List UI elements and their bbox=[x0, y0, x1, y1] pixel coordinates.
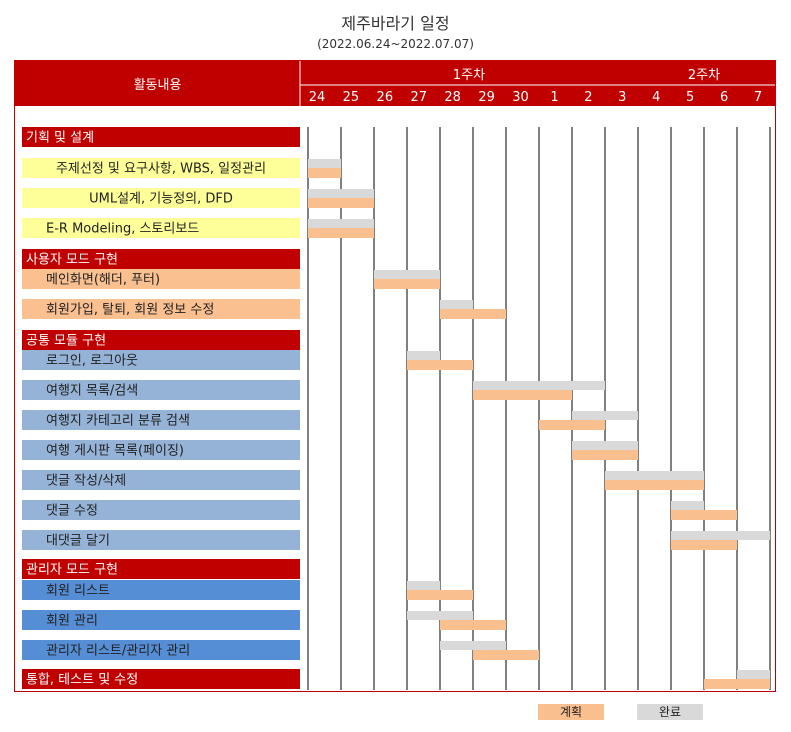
task-label: 회원가입, 탈퇴, 회원 정보 수정 bbox=[46, 303, 214, 318]
task-label: 메인화면(해더, 푸터) bbox=[46, 273, 160, 288]
day-label: 29 bbox=[478, 90, 495, 105]
task-label-bar bbox=[22, 299, 300, 319]
day-label: 1 bbox=[550, 90, 558, 105]
plan-bar bbox=[308, 168, 341, 178]
task-label: 대댓글 달기 bbox=[46, 534, 110, 549]
header-label: 활동내용 bbox=[134, 78, 182, 93]
task-label: UML설계, 기능정의, DFD bbox=[89, 192, 233, 207]
category-label: 관리자 모드 구현 bbox=[26, 563, 118, 578]
category-bar bbox=[22, 559, 300, 579]
task-label: 여행 게시판 목록(페이징) bbox=[46, 443, 184, 459]
done-bar bbox=[374, 270, 440, 279]
day-label: 3 bbox=[618, 90, 626, 105]
day-label: 2 bbox=[584, 90, 592, 105]
plan-bar bbox=[671, 510, 737, 520]
day-label: 24 bbox=[309, 90, 326, 105]
done-bar bbox=[671, 501, 704, 510]
done-bar bbox=[308, 159, 341, 168]
chart-title: 제주바라기 일정 bbox=[341, 14, 450, 33]
task-label: 회원 리스트 bbox=[46, 584, 110, 599]
legend-done: 완료 bbox=[637, 704, 703, 720]
plan-bar bbox=[440, 309, 506, 319]
task-label-bar bbox=[22, 380, 300, 400]
task-label: 댓글 수정 bbox=[46, 504, 98, 519]
day-label: 7 bbox=[754, 90, 762, 105]
category-bar bbox=[22, 669, 300, 689]
task-label-bar bbox=[22, 410, 300, 430]
task-label: 댓글 작성/삭제 bbox=[46, 474, 126, 489]
gantt-chart: 활동내용 1주차 2주차 24 25 26 27 28 29 30 1 2 3 4 5 6 7 기획 및 설계주제… bbox=[15, 61, 775, 690]
done-bar bbox=[407, 351, 440, 360]
done-bar bbox=[308, 189, 374, 198]
plan-bar bbox=[473, 390, 572, 400]
category-label: 통합, 테스트 및 수정 bbox=[26, 673, 138, 688]
plan-bar bbox=[407, 360, 473, 370]
done-bar bbox=[671, 531, 770, 540]
task-label: 여행지 목록/검색 bbox=[46, 383, 138, 399]
category-label: 공통 모듈 구현 bbox=[26, 334, 106, 349]
task-label-bar bbox=[22, 640, 300, 660]
task-label: 주제선정 및 요구사항, WBS, 일정관리 bbox=[56, 162, 266, 177]
task-label-bar bbox=[22, 269, 300, 289]
day-label: 28 bbox=[444, 90, 461, 105]
chart-subtitle: (2022.06.24~2022.07.07) bbox=[317, 37, 474, 51]
task-label-bar bbox=[22, 440, 300, 460]
plan-bar bbox=[605, 480, 704, 490]
done-bar bbox=[440, 641, 506, 650]
done-bar bbox=[605, 471, 704, 480]
day-label: 5 bbox=[686, 90, 694, 105]
day-label: 27 bbox=[410, 90, 427, 105]
task-label-bar bbox=[22, 188, 300, 208]
category-bar bbox=[22, 249, 300, 269]
task-label: 관리자 리스트/관리자 관리 bbox=[46, 644, 190, 659]
task-label-bar bbox=[22, 610, 300, 630]
category-bar bbox=[22, 127, 300, 147]
task-label-bar bbox=[22, 158, 300, 178]
day-label: 6 bbox=[720, 90, 728, 105]
week-label: 2주차 bbox=[688, 68, 720, 83]
week-label: 1주차 bbox=[453, 68, 485, 83]
task-label-bar bbox=[22, 218, 300, 238]
plan-bar bbox=[308, 228, 374, 238]
done-bar bbox=[407, 611, 473, 620]
done-bar bbox=[440, 300, 473, 309]
plan-bar bbox=[572, 450, 638, 460]
done-bar bbox=[572, 441, 638, 450]
plan-bar bbox=[407, 590, 473, 600]
day-label: 4 bbox=[652, 90, 660, 105]
category-label: 사용자 모드 구현 bbox=[26, 253, 118, 268]
done-bar bbox=[473, 381, 605, 390]
task-label-bar bbox=[22, 500, 300, 520]
day-label: 30 bbox=[512, 90, 529, 105]
header-bar bbox=[15, 61, 775, 106]
plan-bar bbox=[539, 420, 605, 430]
day-label: 26 bbox=[377, 90, 394, 105]
task-label-bar bbox=[22, 350, 300, 370]
task-label: 로그인, 로그아웃 bbox=[46, 354, 138, 369]
plan-bar bbox=[704, 679, 770, 689]
done-bar bbox=[737, 670, 770, 679]
done-bar bbox=[572, 411, 638, 420]
task-label: 여행지 카테고리 분류 검색 bbox=[46, 413, 190, 429]
category-label: 기획 및 설계 bbox=[26, 131, 94, 146]
plan-bar bbox=[473, 650, 539, 660]
task-label-bar bbox=[22, 530, 300, 550]
task-label-bar bbox=[22, 470, 300, 490]
category-bar bbox=[22, 330, 300, 350]
plan-bar bbox=[671, 540, 737, 550]
task-label: 회원 관리 bbox=[46, 614, 98, 629]
task-label-bar bbox=[22, 580, 300, 600]
plan-bar bbox=[440, 620, 506, 630]
plan-bar bbox=[374, 279, 440, 289]
task-label: E-R Modeling, 스토리보드 bbox=[46, 222, 199, 237]
plan-bar bbox=[308, 198, 374, 208]
legend-plan: 계획 bbox=[538, 704, 604, 720]
done-bar bbox=[308, 219, 374, 228]
done-bar bbox=[407, 581, 440, 590]
day-label: 25 bbox=[343, 90, 360, 105]
